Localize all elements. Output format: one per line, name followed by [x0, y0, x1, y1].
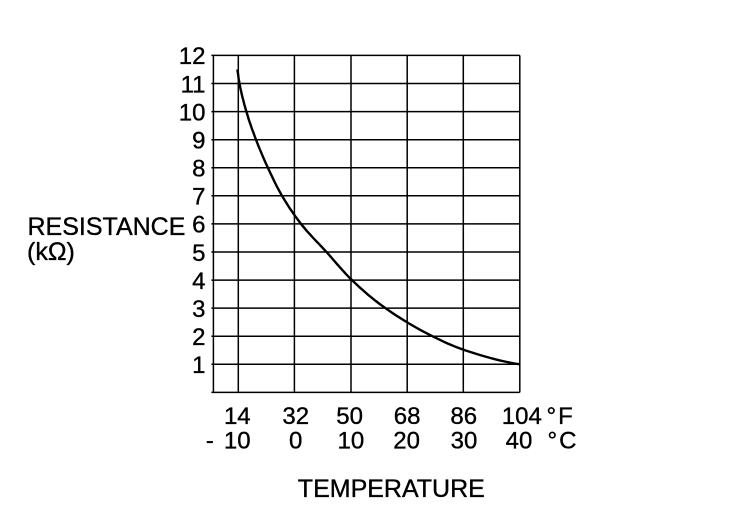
svg-text:1: 1 — [192, 352, 205, 379]
svg-text:0: 0 — [289, 427, 302, 454]
svg-text:3: 3 — [192, 296, 205, 323]
svg-text:°F: °F — [547, 403, 575, 430]
svg-text:2: 2 — [192, 324, 205, 351]
svg-text:TEMPERATURE: TEMPERATURE — [298, 475, 485, 503]
svg-text:°C: °C — [548, 427, 579, 454]
svg-text:40: 40 — [506, 427, 533, 454]
svg-text:10: 10 — [179, 99, 206, 126]
svg-text:-: - — [206, 427, 214, 454]
svg-text:50: 50 — [336, 403, 363, 430]
svg-text:86: 86 — [450, 403, 477, 430]
svg-text:30: 30 — [451, 427, 478, 454]
svg-text:6: 6 — [192, 212, 205, 239]
svg-text:68: 68 — [394, 403, 421, 430]
svg-text:104: 104 — [502, 403, 542, 430]
svg-text:RESISTANCE: RESISTANCE — [28, 213, 186, 241]
svg-text:32: 32 — [282, 403, 309, 430]
svg-text:10: 10 — [224, 427, 251, 454]
svg-text:14: 14 — [224, 403, 251, 430]
svg-text:20: 20 — [393, 427, 420, 454]
svg-text:9: 9 — [192, 128, 205, 155]
svg-text:10: 10 — [338, 427, 365, 454]
svg-text:12: 12 — [179, 43, 206, 70]
svg-text:7: 7 — [192, 184, 205, 211]
svg-text:4: 4 — [192, 268, 205, 295]
svg-text:8: 8 — [192, 156, 205, 183]
svg-text:11: 11 — [181, 71, 206, 98]
svg-text:5: 5 — [192, 240, 205, 267]
svg-text:(kΩ): (kΩ) — [27, 238, 75, 266]
